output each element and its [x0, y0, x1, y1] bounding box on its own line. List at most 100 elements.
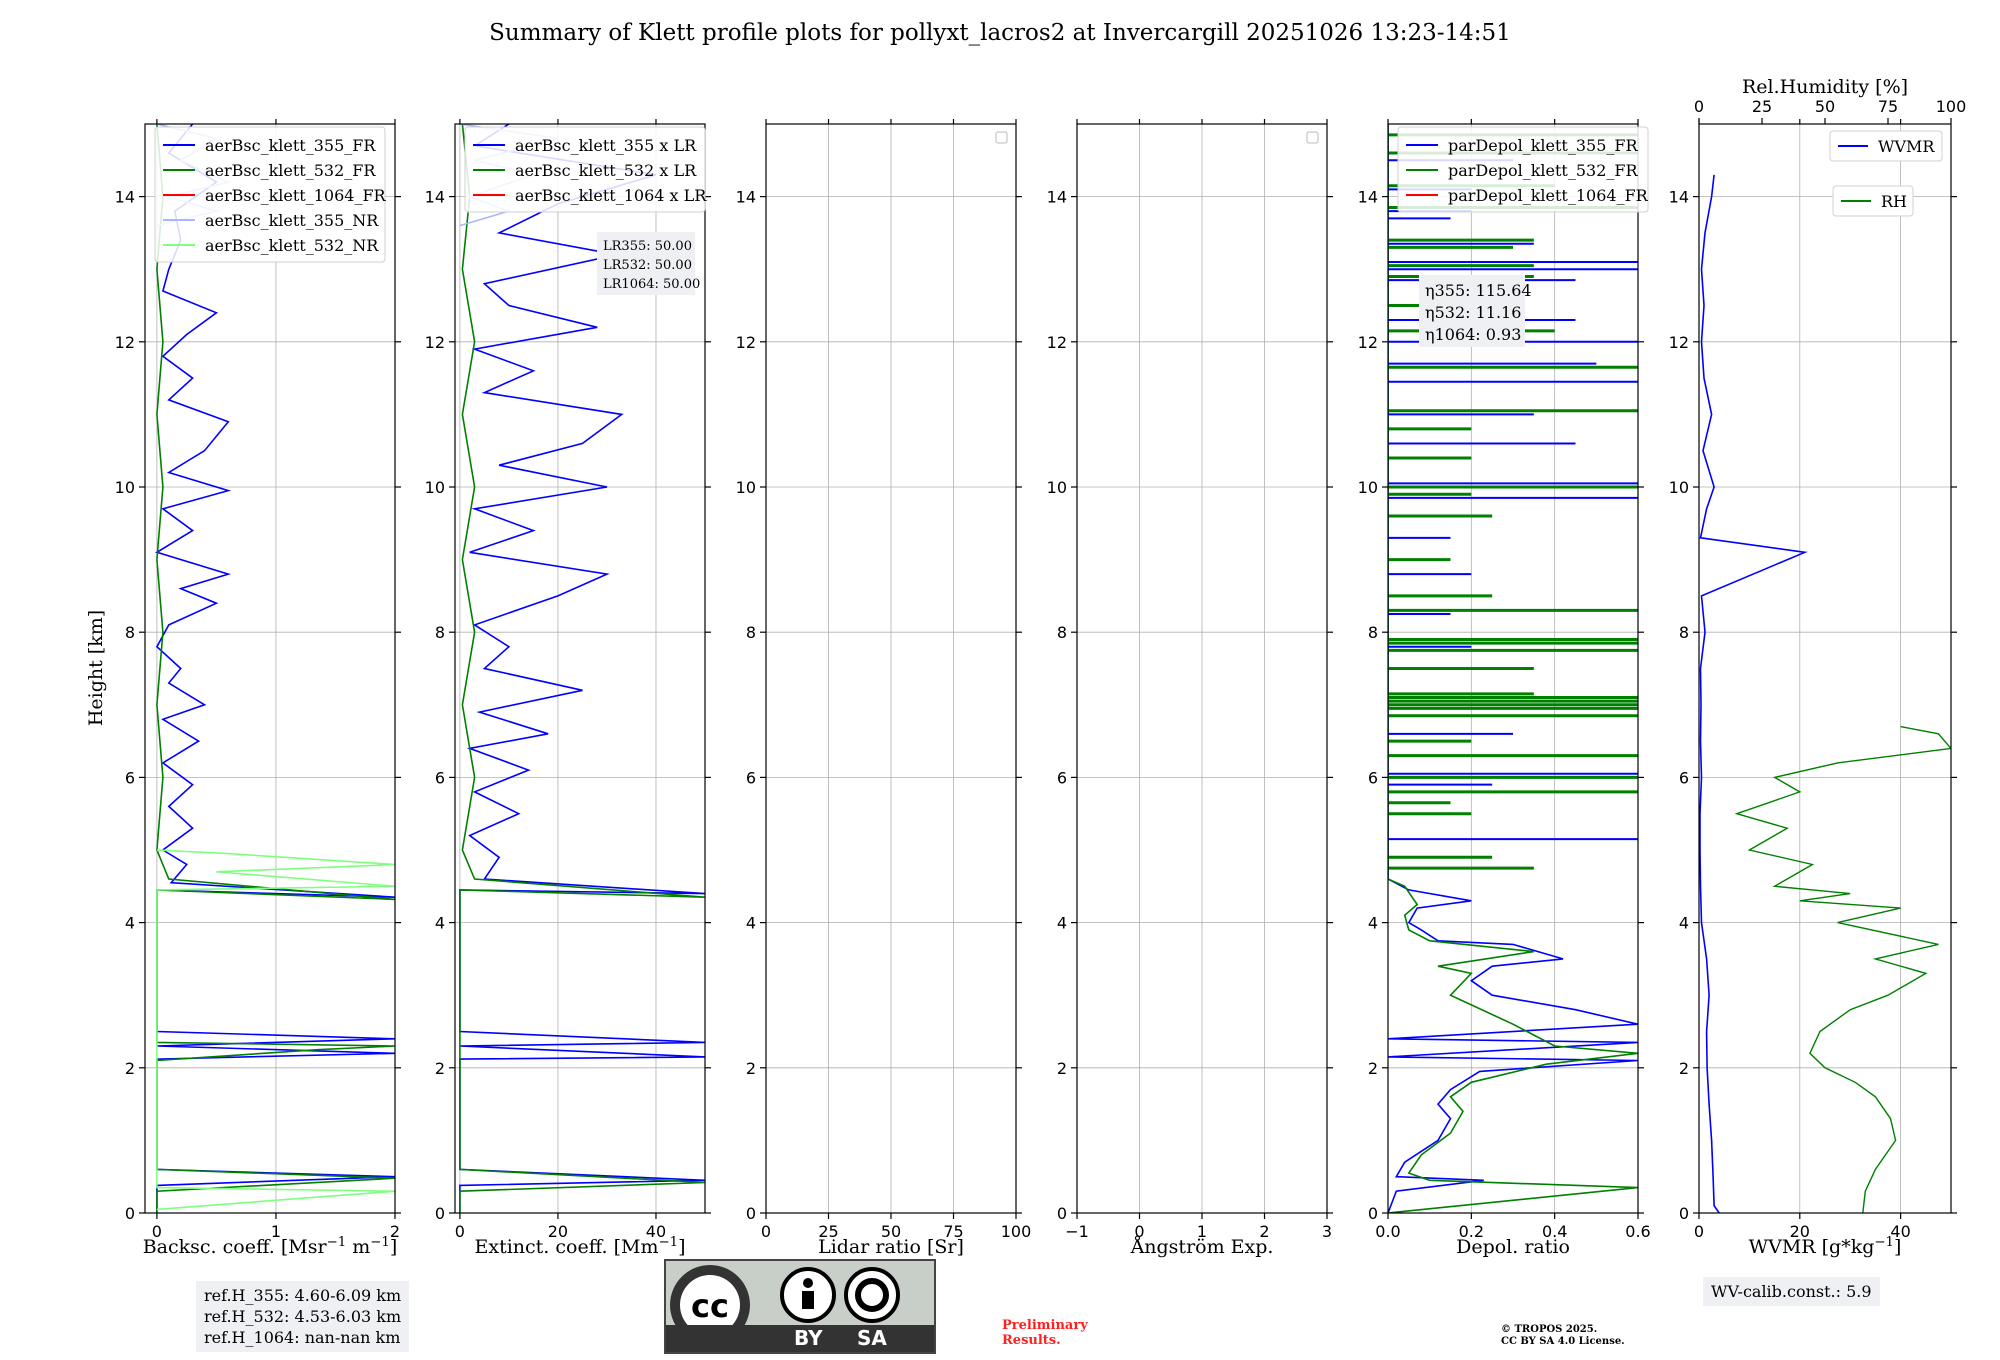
- legend-box: RH: [1832, 185, 1914, 217]
- preliminary-line-1: Preliminary: [1002, 1318, 1088, 1333]
- legend-box: WVMR: [1829, 130, 1943, 162]
- x-axis-label: WVMR [g*kg−1]: [1749, 1235, 1902, 1258]
- x-tick-label: 40: [646, 1222, 666, 1241]
- y-tick-label: 6: [435, 768, 445, 787]
- legend-entry-label: WVMR: [1878, 137, 1935, 156]
- top-x-tick-label: 0: [1694, 97, 1704, 116]
- legend-entry-label: parDepol_klett_1064_FR: [1448, 186, 1649, 205]
- legend-frame: [1829, 130, 1943, 162]
- axes-frame: [1698, 123, 1952, 1214]
- preliminary-results-note: Preliminary Results.: [1002, 1318, 1122, 1348]
- axes-frame: [1387, 123, 1639, 1214]
- x-axis-label: Depol. ratio: [1456, 1236, 1570, 1258]
- series-line-aerBsc_klett_532 x LR: [459, 124, 705, 1213]
- svg-text:cc: cc: [691, 1287, 729, 1325]
- legend-frame: [1397, 126, 1649, 213]
- lidar-ratio-info-box: LR355: 50.00 LR532: 50.00 LR1064: 50.00: [597, 232, 700, 295]
- ref-height-1064: ref.H_1064: nan-nan km: [204, 1328, 401, 1347]
- y-tick-label: 0: [1679, 1204, 1689, 1223]
- cc-by-sa-license-badge: cc BY SA: [664, 1259, 936, 1354]
- x-tick-label: 40: [1890, 1222, 1910, 1241]
- legend-entry-label: aerBsc_klett_532_FR: [205, 161, 376, 180]
- copyright-line-2: CC BY SA 4.0 License.: [1501, 1336, 1625, 1347]
- series-line-aerBsc_klett_355 x LR: [459, 124, 705, 1213]
- y-tick-label: 12: [1669, 333, 1689, 352]
- x-tick-label: 3: [1322, 1222, 1332, 1241]
- y-tick-label: 4: [1057, 914, 1067, 933]
- legend-entry-label: aerBsc_klett_355_FR: [205, 136, 376, 155]
- x-tick-label: 2: [390, 1222, 400, 1241]
- legend-entry-label: aerBsc_klett_532_NR: [205, 236, 379, 255]
- legend-box: aerBsc_klett_355 x LR aerBsc_klett_532 x …: [464, 126, 707, 213]
- y-tick-label: 0: [125, 1204, 135, 1223]
- y-tick-label: 8: [1057, 623, 1067, 642]
- x-axis-label: Lidar ratio [Sr]: [818, 1236, 964, 1258]
- y-tick-label: 0: [1057, 1204, 1067, 1223]
- y-tick-label: 8: [746, 623, 756, 642]
- panel-lr: 0 25 50 75 100 0 2 4 6 8 10 12 14 Lidar ratio [Sr]: [736, 119, 1032, 1258]
- y-tick-label: 2: [125, 1059, 135, 1078]
- series-line-WVMR: [1699, 174, 1808, 1213]
- axes-frame: [454, 123, 706, 1214]
- y-tick-label: 6: [746, 768, 756, 787]
- legend-entry-label: aerBsc_klett_355 x LR: [515, 136, 697, 155]
- eta-value: η355: 115.64: [1425, 281, 1532, 300]
- y-tick-label: 14: [115, 188, 135, 207]
- y-tick-label: 0: [435, 1204, 445, 1223]
- legend-box: parDepol_klett_355_FR parDepol_klett_532_…: [1397, 126, 1649, 213]
- y-tick-label: 2: [746, 1059, 756, 1078]
- x-tick-label: 25: [818, 1222, 838, 1241]
- y-tick-label: 14: [425, 188, 445, 207]
- wv-calibration-constant: WV-calib.const.: 5.9: [1711, 1282, 1872, 1301]
- x-tick-label: 1: [1197, 1222, 1207, 1241]
- y-tick-label: 6: [125, 768, 135, 787]
- legend-frame: [464, 126, 706, 213]
- legend-box: aerBsc_klett_355_FR aerBsc_klett_532_FRae…: [154, 126, 387, 263]
- y-tick-label: 14: [1047, 188, 1067, 207]
- cc-logo-icon: [680, 1275, 740, 1335]
- reference-height-box: ref.H_355: 4.60-6.09 km ref.H_532: 4.53-…: [196, 1281, 410, 1352]
- x-axis-label: Extinct. coeff. [Mm−1]: [474, 1235, 685, 1258]
- series-line-parDepol_klett_532_FR: [1388, 124, 1638, 1213]
- y-tick-label: 2: [1679, 1059, 1689, 1078]
- empty-legend-marker: [995, 131, 1008, 144]
- series-line-aerBsc_klett_355_FR: [154, 124, 395, 1213]
- series-line-parDepol_klett_355_FR: [1388, 124, 1638, 1213]
- axes-frame: [144, 123, 396, 1214]
- eta-value: η1064: 0.93: [1425, 325, 1521, 344]
- x-tick-label: 0.6: [1625, 1222, 1650, 1241]
- x-tick-label: 0: [761, 1222, 771, 1241]
- copyright-note: © TROPOS 2025. CC BY SA 4.0 License.: [1501, 1324, 1701, 1348]
- x-tick-label: 100: [1001, 1222, 1032, 1241]
- series-line-RH: [1734, 725, 1951, 1213]
- license-label-bar: [666, 1325, 934, 1352]
- lidar-ratio-value: LR355: 50.00: [603, 239, 692, 254]
- y-tick-label: 0: [1368, 1204, 1378, 1223]
- y-tick-label: 4: [1679, 914, 1689, 933]
- share-alike-icon: [844, 1267, 900, 1323]
- empty-legend-marker: [1306, 131, 1319, 144]
- x-tick-label: 0: [455, 1222, 465, 1241]
- x-tick-label: 50: [881, 1222, 901, 1241]
- x-tick-label: 0.4: [1542, 1222, 1567, 1241]
- legend-entry-label: parDepol_klett_532_FR: [1448, 161, 1639, 180]
- y-tick-label: 6: [1057, 768, 1067, 787]
- y-tick-label: 4: [746, 914, 756, 933]
- top-x-tick-label: 100: [1936, 97, 1967, 116]
- info-box-bg: [1419, 275, 1525, 347]
- series-line-aerBsc_klett_532_NR: [156, 849, 395, 1211]
- y-tick-label: 4: [125, 914, 135, 933]
- x-tick-label: 2: [1259, 1222, 1269, 1241]
- x-tick-label: 20: [548, 1222, 568, 1241]
- panel-depol: 0.0 0.2 0.4 0.6 0 2 4 6 8 10 12 14 Depol. ratio parDe…: [1358, 119, 1651, 1258]
- top-x-tick-label: 75: [1878, 97, 1898, 116]
- y-tick-label: 8: [435, 623, 445, 642]
- panel-ext: 0 20 40 0 2 4 6 8 10 12 14 Extinct. coeff. [Mm−1] ae…: [425, 119, 711, 1258]
- legend-entry-label: aerBsc_klett_355_NR: [205, 211, 379, 230]
- lidar-ratio-value: LR1064: 50.00: [603, 277, 700, 292]
- copyright-line-1: © TROPOS 2025.: [1501, 1324, 1598, 1335]
- legend-entry-label: aerBsc_klett_532 x LR: [515, 161, 697, 180]
- eta-info-box: η355: 115.64 η532: 11.16 η1064: 0.93: [1419, 275, 1532, 347]
